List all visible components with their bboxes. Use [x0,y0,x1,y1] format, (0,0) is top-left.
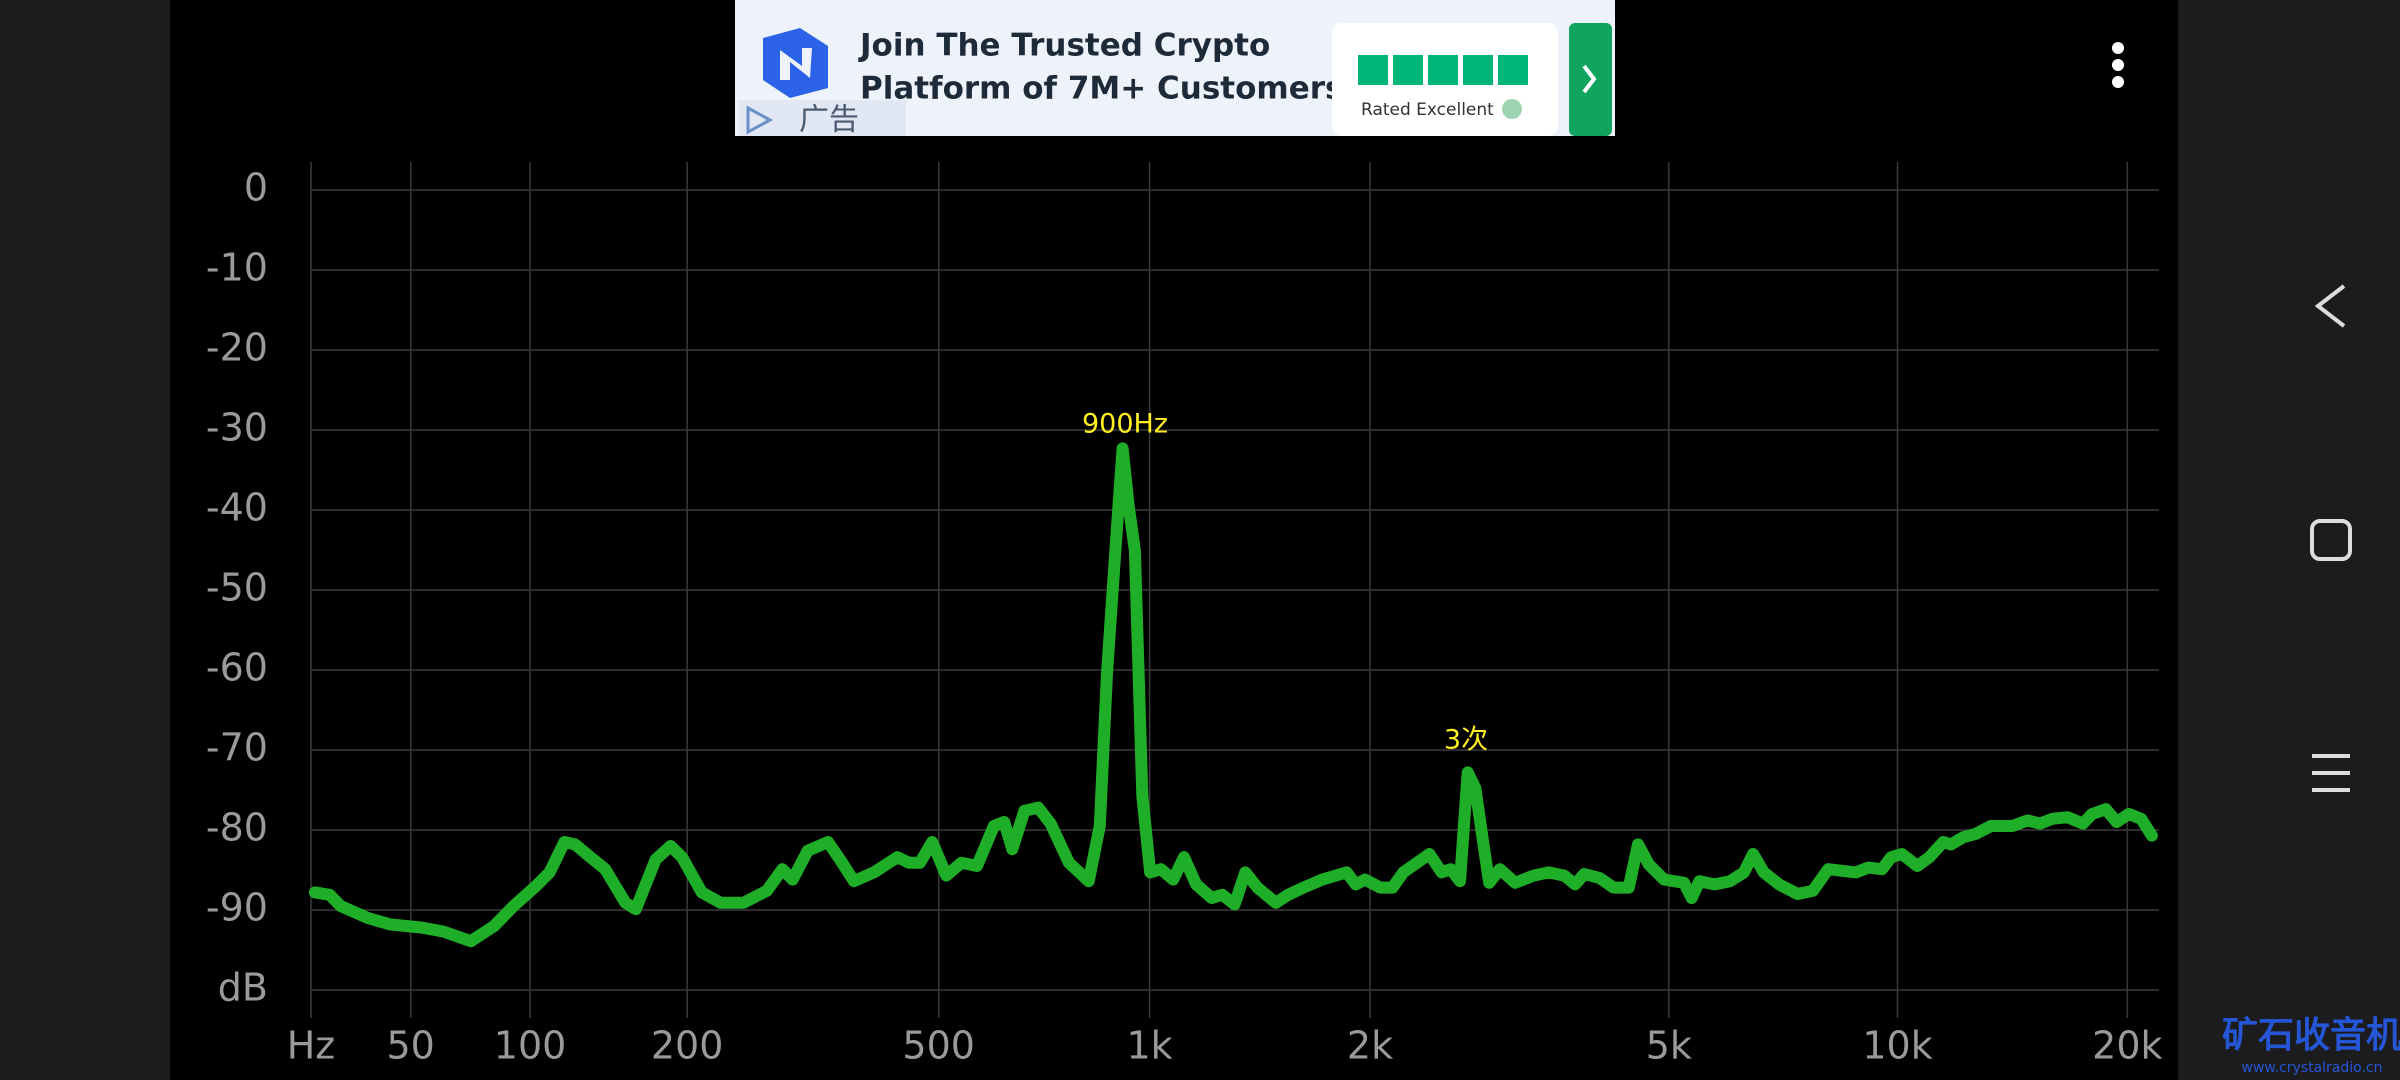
ad-headline: Platform of 7M+ Customers [860,71,1343,107]
x-tick-label: 50 [387,1024,435,1068]
watermark-title: 矿石收音机 [2222,1015,2400,1056]
x-tick-label: 2k [1347,1024,1393,1068]
x-tick-label: 100 [494,1024,567,1068]
y-tick-label: -20 [206,326,268,370]
rating-text: Rated Excellent [1361,100,1494,120]
nav-back[interactable] [2314,284,2346,328]
x-tick-label: 20k [2092,1024,2162,1068]
ad-logo-mark [780,48,812,80]
annotation: 3次 [1444,725,1488,756]
y-tick-label: -80 [206,806,268,850]
x-tick-label: 200 [651,1024,724,1068]
y-tick-label: -70 [206,726,268,770]
x-tick-label: 500 [902,1024,975,1068]
nav-home[interactable] [2310,519,2352,561]
y-tick-label: -50 [206,566,268,610]
stars [1358,55,1528,85]
y-tick-label: dB [218,966,268,1010]
ad-banner[interactable]: Join The Trusted Crypto Platform of 7M+ … [735,0,1615,138]
watermark-url: www.crystalradio.cn [2242,1060,2383,1076]
x-tick-label: Hz [287,1024,336,1068]
nav-recents[interactable] [2312,754,2350,792]
ad-arrow [1582,64,1597,94]
ad-label: 广告 [799,103,859,138]
y-tick-label: -60 [206,646,268,690]
y-tick-label: -90 [206,886,268,930]
check-icon [1502,99,1522,119]
y-tick-label: -40 [206,486,268,530]
menu-button[interactable] [2112,42,2124,88]
ad-arrow-button[interactable] [1569,23,1612,136]
x-tick-label: 5k [1646,1024,1692,1068]
plot: 0 -10 -20 -30 -40 -50 -60 -70 -80 -90 dB Hz 50 100 200… [206,162,2163,1068]
ad-headline: Join The Trusted Crypto [858,28,1270,64]
spectrum-line [308,442,2158,948]
annotation: 900Hz [1082,409,1168,440]
y-tick-label: 0 [244,166,268,210]
x-tick-label: 1k [1126,1024,1172,1068]
y-tick-label: -30 [206,406,268,450]
ad-play-icon [746,105,774,135]
x-tick-label: 10k [1862,1024,1932,1068]
y-tick-label: -10 [206,246,268,290]
app-area [170,0,2178,1080]
